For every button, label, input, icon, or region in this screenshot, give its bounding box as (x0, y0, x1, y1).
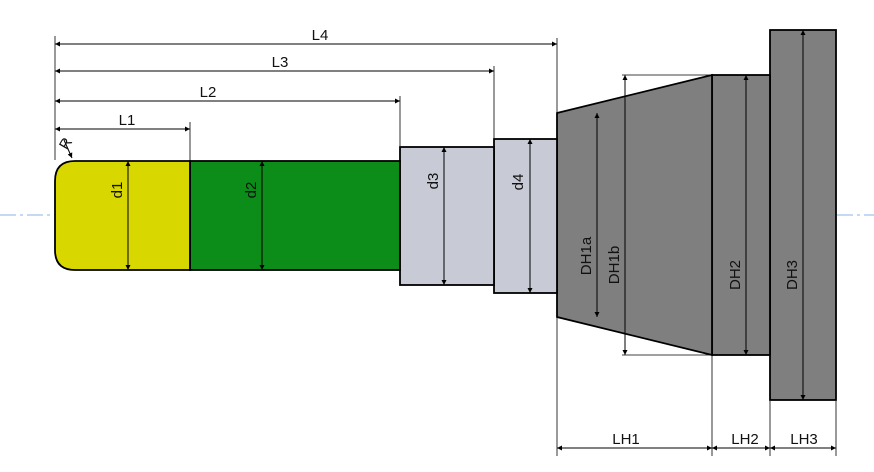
label-d1: d1 (109, 182, 126, 199)
holder-collar (711, 74, 771, 356)
label-DH1b: DH1b (606, 246, 623, 284)
label-d4: d4 (510, 174, 527, 191)
label-DH3: DH3 (784, 260, 801, 290)
label-L1: L1 (119, 112, 136, 129)
label-L4: L4 (312, 27, 329, 44)
label-d2: d2 (243, 182, 260, 199)
radius-leader (63, 139, 73, 159)
label-LH1: LH1 (612, 431, 640, 448)
label-R: R (56, 135, 76, 153)
label-L3: L3 (272, 54, 289, 71)
label-DH2: DH2 (727, 260, 744, 290)
step-section-d4 (493, 138, 558, 294)
label-d3: d3 (425, 173, 442, 190)
label-L2: L2 (200, 84, 217, 101)
label-LH3: LH3 (790, 431, 818, 448)
label-DH1a: DH1a (578, 236, 595, 275)
step-section-d3 (399, 146, 495, 286)
label-LH2: LH2 (731, 431, 759, 448)
shank-section-d2 (189, 160, 401, 271)
tip-section-d1 (54, 160, 191, 271)
holder-taper (556, 73, 713, 357)
